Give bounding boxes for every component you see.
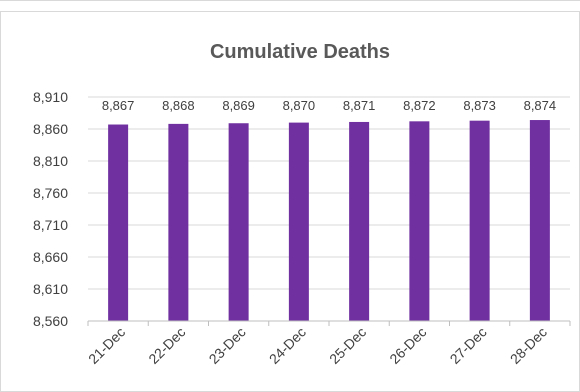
y-tick-label: 8,810 <box>33 153 68 169</box>
data-label: 8,872 <box>403 98 436 113</box>
data-label: 8,868 <box>162 98 195 113</box>
bar <box>228 123 249 322</box>
x-tick-label: 25-Dec <box>326 324 369 367</box>
data-label: 8,874 <box>524 98 557 113</box>
data-label: 8,873 <box>463 98 496 113</box>
y-tick-label: 8,710 <box>33 217 68 233</box>
x-tick-label: 24-Dec <box>266 324 309 367</box>
bar <box>288 122 309 321</box>
x-tick-label: 23-Dec <box>206 324 249 367</box>
x-tick-label: 22-Dec <box>145 324 188 367</box>
gridlines <box>88 96 570 290</box>
x-tick-label: 26-Dec <box>386 324 429 367</box>
x-tick-label: 28-Dec <box>507 324 550 367</box>
bar <box>529 120 550 321</box>
bar <box>349 121 370 322</box>
bar <box>469 120 490 322</box>
chart-title: Cumulative Deaths <box>210 41 390 63</box>
data-label: 8,870 <box>283 98 316 113</box>
top-divider <box>0 0 580 1</box>
y-tick-label: 8,760 <box>33 185 68 201</box>
data-label: 8,867 <box>102 98 135 113</box>
bar <box>108 124 129 322</box>
y-tick-label: 8,860 <box>33 121 68 137</box>
y-tick-label: 8,660 <box>33 249 68 265</box>
bar <box>409 121 430 321</box>
data-labels: 8,867 8,868 8,869 8,870 8,871 8,872 8,873 8,874 <box>102 98 556 113</box>
y-tick-label: 8,610 <box>33 281 68 297</box>
y-tick-label: 8,910 <box>33 89 68 105</box>
bars <box>108 120 550 322</box>
y-tick-label: 8,560 <box>33 313 68 329</box>
data-label: 8,869 <box>222 98 255 113</box>
x-tick-label: 21-Dec <box>85 324 128 367</box>
x-tick-label: 27-Dec <box>447 324 490 367</box>
data-label: 8,871 <box>343 98 376 113</box>
bar <box>168 123 189 321</box>
